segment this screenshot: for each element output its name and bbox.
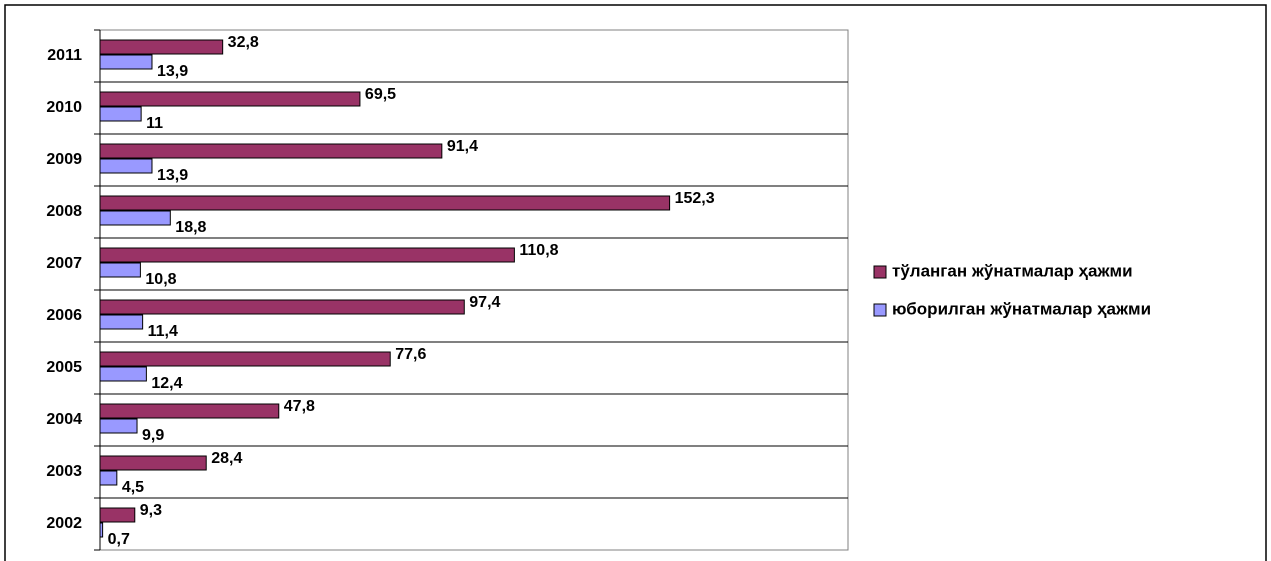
value-label: 91,4: [447, 138, 478, 155]
value-label: 11,4: [148, 323, 178, 340]
value-label: 9,9: [142, 427, 164, 444]
bar: [99, 91, 361, 107]
value-label: 28,4: [211, 450, 242, 467]
bar: [99, 507, 136, 523]
y-tick-label: 2004: [46, 411, 82, 428]
bar: [99, 106, 142, 122]
bar: [99, 262, 141, 278]
y-tick-label: 2002: [46, 515, 82, 532]
y-tick-label: 2006: [46, 307, 82, 324]
legend-label: тўланган жўнатмалар ҳажми: [892, 261, 1133, 280]
y-tick-label: 2010: [46, 99, 82, 116]
value-label: 10,8: [145, 271, 176, 288]
bar: [99, 158, 153, 174]
bar: [99, 210, 171, 226]
value-label: 77,6: [395, 346, 426, 363]
legend-label: юборилган жўнатмалар ҳажми: [892, 299, 1151, 318]
value-label: 4,5: [122, 479, 144, 496]
bar: [99, 247, 515, 263]
value-label: 9,3: [140, 502, 162, 519]
y-tick-label: 2005: [46, 359, 82, 376]
bar: [99, 195, 671, 211]
y-tick-label: 2007: [46, 255, 82, 272]
bar: [99, 351, 391, 367]
bar: [99, 314, 144, 330]
bar: [99, 143, 443, 159]
bar: [99, 470, 118, 486]
legend-marker: [873, 265, 887, 279]
bar: [99, 455, 207, 471]
bar: [99, 299, 465, 315]
value-label: 32,8: [228, 34, 259, 51]
chart-frame: [4, 4, 1267, 561]
legend-marker: [873, 303, 887, 317]
value-label: 47,8: [284, 398, 315, 415]
y-tick-label: 2011: [47, 47, 82, 64]
value-label: 18,8: [175, 219, 206, 236]
y-tick-label: 2008: [46, 203, 82, 220]
bar: [99, 54, 153, 70]
bar: [99, 366, 147, 382]
value-label: 0,7: [108, 531, 130, 548]
value-label: 13,9: [157, 63, 188, 80]
y-tick-label: 2003: [46, 463, 82, 480]
bar: [99, 522, 104, 538]
value-label: 152,3: [675, 190, 715, 207]
y-tick-label: 2009: [46, 151, 82, 168]
bar: [99, 403, 280, 419]
value-label: 69,5: [365, 86, 396, 103]
bar: [99, 39, 224, 55]
value-label: 11: [146, 115, 163, 132]
value-label: 110,8: [519, 242, 558, 259]
value-label: 12,4: [151, 375, 182, 392]
bar: [99, 418, 138, 434]
value-label: 13,9: [157, 167, 188, 184]
value-label: 97,4: [469, 294, 500, 311]
